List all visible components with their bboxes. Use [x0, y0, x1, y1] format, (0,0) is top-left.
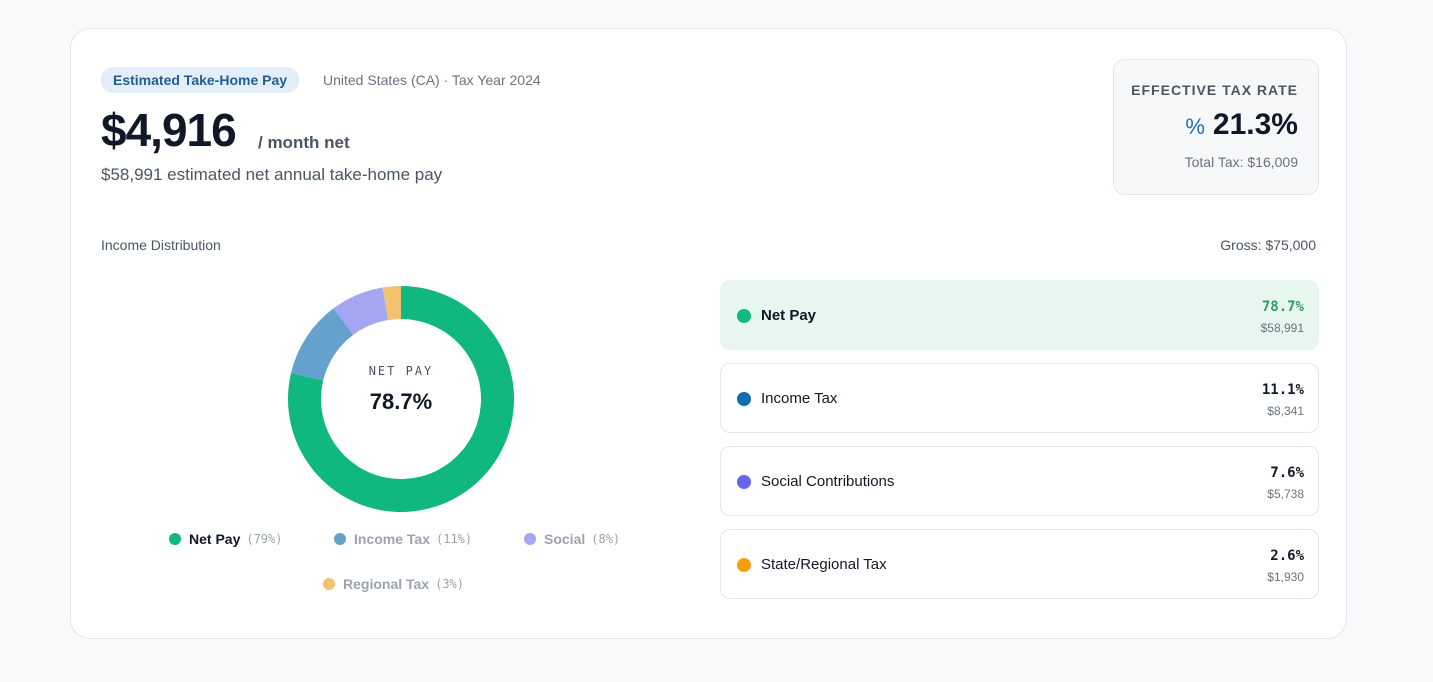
center-label: NET PAY: [369, 364, 434, 378]
legend-dot: [334, 533, 346, 545]
legend-item: Social (8%): [524, 531, 620, 547]
center-value: 78.7%: [370, 389, 432, 414]
legend-percent: (3%): [435, 577, 464, 591]
annual-net: $58,991 estimated net annual take-home p…: [101, 165, 443, 184]
row-dot: [737, 558, 751, 572]
total-tax: Total Tax: $16,009: [1184, 154, 1298, 170]
legend-label: Net Pay: [189, 531, 241, 547]
breakdown-row: Net Pay 78.7% $58,991: [720, 280, 1319, 350]
row-amount: $5,738: [1267, 487, 1304, 501]
row-dot: [737, 475, 751, 489]
legend-label: Regional Tax: [343, 576, 430, 592]
percent-icon: %: [1185, 114, 1205, 139]
badge: Estimated Take-Home Pay: [101, 67, 300, 93]
row-percent: 11.1%: [1261, 382, 1304, 398]
row-name: State/Regional Tax: [761, 556, 887, 573]
tax-rate-box: EFFECTIVE TAX RATE % 21.3% Total Tax: $16…: [1113, 59, 1319, 195]
location: United States (CA) · Tax Year 2024: [323, 72, 541, 88]
row-percent: 7.6%: [1270, 465, 1304, 481]
distribution-title: Income Distribution: [101, 237, 221, 253]
row-name: Social Contributions: [761, 473, 895, 490]
monthly-net: $4,916: [101, 104, 237, 156]
tax-rate-line: % 21.3%: [1114, 108, 1298, 142]
donut-segment: [291, 308, 354, 381]
row-percent: 2.6%: [1270, 548, 1304, 564]
legend-dot: [524, 533, 536, 545]
donut-segment: [382, 286, 401, 321]
legend-percent: (11%): [436, 532, 473, 546]
donut-chart: NET PAY 78.7%: [287, 286, 514, 512]
tax-rate-value: 21.3%: [1212, 108, 1298, 141]
row-amount: $1,930: [1267, 570, 1304, 584]
gross: Gross: $75,000: [1220, 237, 1316, 253]
legend-label: Income Tax: [354, 531, 430, 547]
monthly-unit: / month net: [258, 133, 350, 152]
row-amount: $58,991: [1260, 321, 1304, 335]
breakdown-row: State/Regional Tax 2.6% $1,930: [720, 529, 1319, 599]
legend-dot: [169, 533, 181, 545]
legend-percent: (8%): [591, 532, 621, 546]
summary-card: Estimated Take-Home Pay United States (C…: [70, 28, 1347, 639]
legend-item: Net Pay (79%): [169, 531, 282, 547]
breakdown-row: Social Contributions 7.6% $5,738: [720, 446, 1319, 516]
breakdown-row: Income Tax 11.1% $8,341: [720, 363, 1319, 433]
row-name: Income Tax: [761, 390, 838, 407]
legend-item: Income Tax (11%): [334, 531, 472, 547]
row-amount: $8,341: [1267, 404, 1304, 418]
tax-rate-title: EFFECTIVE TAX RATE: [1131, 82, 1298, 98]
row-dot: [737, 309, 751, 323]
legend-label: Social: [544, 531, 586, 547]
donut-segment: [333, 287, 388, 335]
row-dot: [737, 392, 751, 406]
legend-dot: [323, 578, 335, 590]
legend-percent: (79%): [246, 532, 283, 546]
legend-item: Regional Tax (3%): [323, 576, 464, 592]
row-name: Net Pay: [761, 307, 817, 324]
row-percent: 78.7%: [1261, 299, 1304, 315]
